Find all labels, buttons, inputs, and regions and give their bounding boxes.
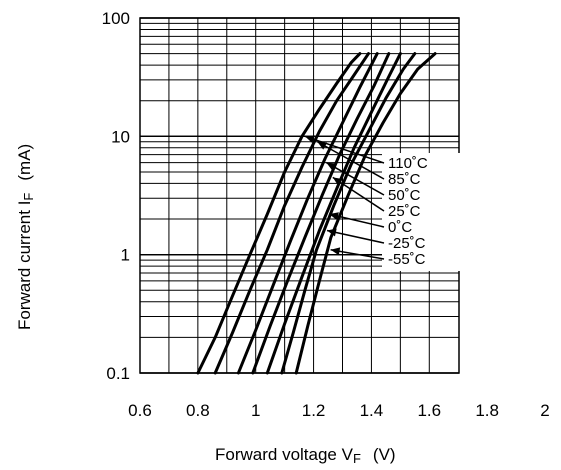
series-line-0 [196, 52, 362, 375]
x-tick-label: 0.6 [128, 401, 152, 420]
y-axis-label-sub: F [21, 193, 36, 201]
y-tick-label: 1 [121, 246, 130, 265]
y-axis-label: Forward current IF(mA) [15, 144, 36, 330]
x-axis-label-sub: F [353, 451, 361, 466]
x-axis-label: Forward voltage VF (V) [215, 445, 396, 466]
legend-arrow-line [325, 161, 385, 196]
legend-arrow-head [317, 141, 328, 150]
y-tick-label: 100 [102, 9, 130, 28]
legend-arrow-line [329, 213, 385, 228]
legend-box [382, 153, 460, 271]
x-tick-label: 2 [540, 401, 549, 420]
x-tick-label: 1.8 [475, 401, 499, 420]
legend-arrow-line [326, 229, 385, 244]
series-line-2 [236, 52, 379, 375]
x-tick-label: 0.8 [186, 401, 210, 420]
y-tick-label: 0.1 [106, 364, 130, 383]
legend-entry: 0˚C [388, 219, 412, 236]
legend-entry: -55˚C [388, 251, 426, 268]
plot-curves [196, 52, 437, 375]
series-line-6 [294, 52, 437, 375]
legend-arrow-line [330, 249, 385, 260]
legend-arrow-head [326, 162, 337, 171]
legend-arrow-head [327, 228, 337, 237]
y-axis-label-unit: (mA) [15, 144, 34, 181]
plot-legend: 110˚C85˚C50˚C25˚C0˚C-25˚C-55˚C [304, 135, 460, 271]
series-line-1 [213, 52, 370, 375]
x-tick-label: 1.2 [302, 401, 326, 420]
legend-arrow-head [332, 177, 343, 186]
series-line-5 [280, 52, 417, 375]
series-line-4 [265, 52, 402, 375]
legend-entry: 110˚C [388, 155, 428, 172]
legend-entry: 25˚C [388, 203, 421, 220]
legend-arrow-line [316, 141, 385, 180]
legend-entry: -25˚C [388, 235, 426, 252]
y-tick-label: 10 [111, 127, 130, 146]
legend-entry: 50˚C [388, 187, 421, 204]
legend-arrow-line [332, 176, 385, 212]
legend-arrow-head [329, 212, 339, 221]
tick-labels: 0.6 0.8 1 1.2 1.4 1.6 1.8 2 0.1 1 10 100 [102, 9, 550, 420]
series-line-3 [251, 52, 391, 375]
x-tick-label: 1 [251, 401, 260, 420]
legend-entry: 85˚C [388, 171, 421, 188]
x-axis-label-unit: (V) [373, 445, 396, 464]
x-tick-label: 1.4 [360, 401, 384, 420]
legend-arrow-head [305, 135, 315, 144]
legend-arrow-line [304, 135, 385, 164]
x-tick-label: 1.6 [417, 401, 441, 420]
legend-arrow-head [330, 247, 341, 256]
